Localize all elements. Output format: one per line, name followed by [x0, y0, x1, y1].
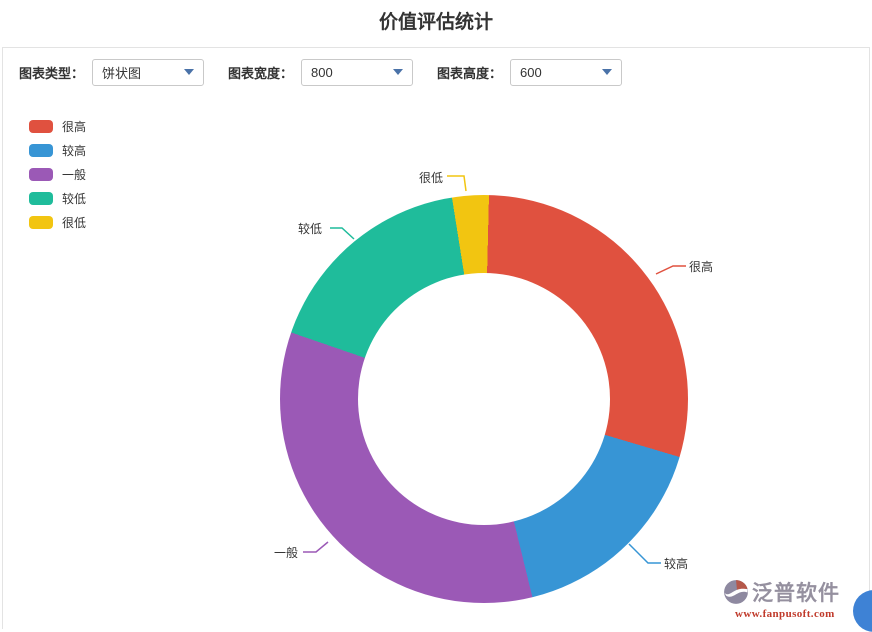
chevron-down-icon — [393, 69, 404, 75]
pie-label-henlow: 很低 — [419, 171, 444, 185]
legend-swatch — [29, 191, 53, 205]
chart-type-value: 饼状图 — [102, 65, 142, 81]
pie-label-jiaolow: 较低 — [298, 222, 323, 236]
vendor-url-text: www.fanpusoft.com — [735, 608, 835, 620]
chart-width-label: 图表宽度： — [228, 65, 294, 81]
pie-label-henhigh: 很高 — [689, 260, 714, 274]
chart-width-value: 800 — [311, 64, 333, 80]
legend-label: 较低 — [62, 191, 87, 206]
chart-height-label: 图表高度： — [437, 65, 503, 81]
legend-swatch — [29, 215, 53, 229]
pie-label-jiaohigh: 较高 — [664, 557, 689, 571]
vendor-watermark: 泛普软件 www.fanpusoft.com — [723, 577, 863, 620]
legend-label: 一般 — [62, 167, 87, 182]
pie-chart[interactable] — [280, 195, 688, 603]
fanpusoft-logo-icon — [724, 580, 748, 604]
legend-item-henlow[interactable]: 很低 — [29, 210, 86, 234]
floating-action-button[interactable] — [853, 590, 872, 632]
chart-height-value: 600 — [520, 64, 542, 80]
chart-toolbar: 图表类型： 饼状图 图表宽度： 800 图表高度： 600 — [19, 58, 646, 86]
chart-panel: 图表类型： 饼状图 图表宽度： 800 图表高度： 600 很高 较高 一般 — [2, 47, 872, 632]
chevron-down-icon — [602, 69, 613, 75]
pie-label-yiban: 一般 — [274, 546, 299, 560]
chevron-down-icon — [184, 69, 195, 75]
legend-item-jiaohigh[interactable]: 较高 — [29, 138, 86, 162]
vendor-brand-text: 泛普软件 — [752, 582, 840, 605]
pie-chart-hole — [358, 273, 610, 525]
legend-label: 较高 — [62, 143, 87, 158]
chart-type-select[interactable]: 饼状图 — [92, 58, 205, 86]
chart-width-select[interactable]: 800 — [301, 58, 414, 86]
chart-type-label: 图表类型： — [19, 65, 85, 81]
legend-item-henhigh[interactable]: 很高 — [29, 114, 86, 138]
legend-swatch — [29, 167, 53, 181]
page-title: 价值评估统计 — [378, 12, 493, 33]
chart-legend: 很高 较高 一般 较低 很低 — [29, 114, 86, 234]
legend-label: 很高 — [62, 119, 87, 134]
legend-swatch — [29, 143, 53, 157]
legend-item-yiban[interactable]: 一般 — [29, 162, 86, 186]
legend-label: 很低 — [62, 215, 87, 230]
legend-item-jiaolow[interactable]: 较低 — [29, 186, 86, 210]
chart-height-select[interactable]: 600 — [510, 58, 623, 86]
legend-swatch — [29, 119, 53, 133]
